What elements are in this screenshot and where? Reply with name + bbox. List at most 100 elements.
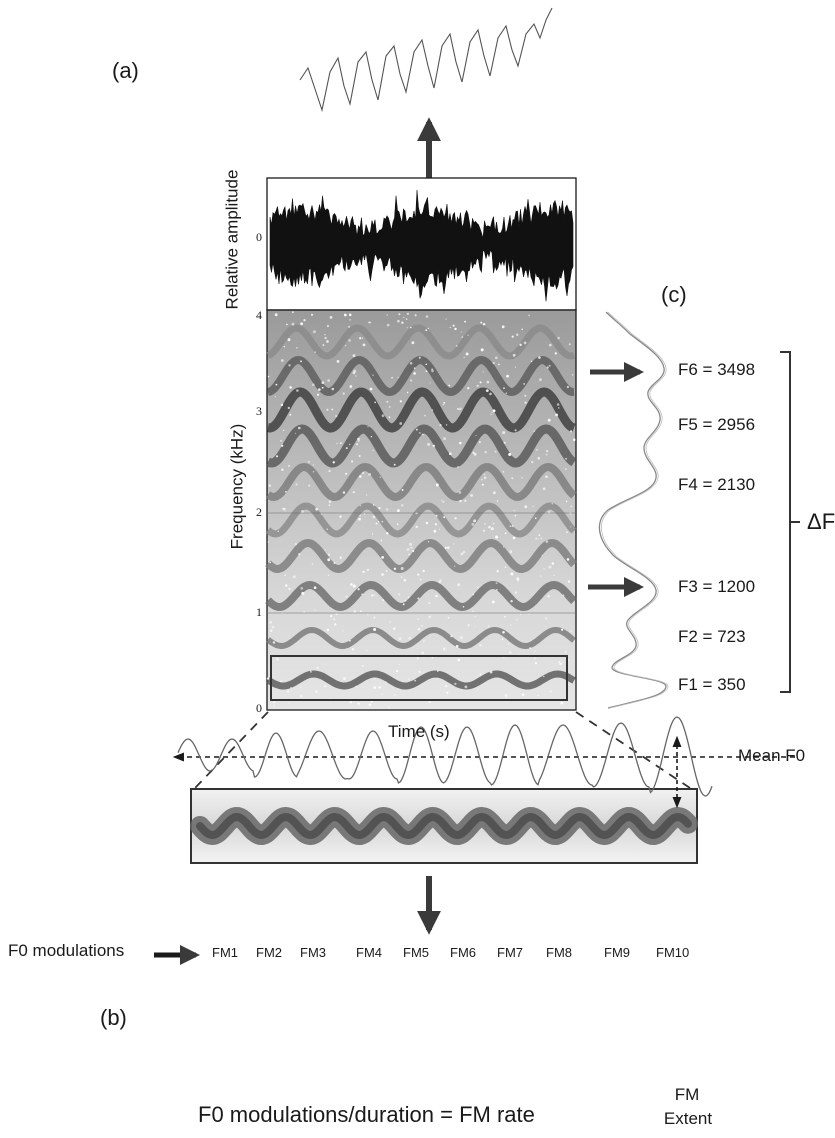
noise-speck [425, 329, 427, 331]
noise-speck [300, 360, 302, 362]
noise-speck [409, 637, 412, 640]
noise-speck [521, 329, 523, 331]
noise-speck [446, 692, 448, 694]
noise-speck [566, 531, 568, 533]
noise-speck [529, 647, 531, 649]
noise-speck [509, 651, 512, 654]
noise-speck [554, 575, 555, 576]
noise-speck [414, 367, 416, 369]
noise-speck [513, 354, 516, 357]
noise-speck [358, 518, 361, 521]
formant-f4: F4 = 2130 [678, 476, 755, 493]
noise-speck [477, 385, 479, 387]
noise-speck [362, 472, 364, 474]
noise-speck [414, 680, 416, 682]
noise-speck [505, 532, 507, 534]
noise-speck [458, 675, 459, 676]
noise-speck [453, 543, 454, 544]
noise-speck [285, 491, 287, 493]
mean-f0-label: Mean F0 [738, 747, 805, 764]
noise-speck [560, 663, 563, 666]
noise-speck [318, 388, 321, 391]
noise-speck [443, 516, 445, 518]
panel-label-b: (b) [100, 1007, 127, 1029]
noise-speck [494, 451, 496, 453]
noise-speck [281, 404, 283, 406]
noise-speck [310, 671, 312, 673]
noise-speck [398, 593, 400, 595]
noise-speck [522, 693, 525, 696]
noise-speck [558, 407, 560, 409]
noise-speck [270, 630, 272, 632]
noise-speck [290, 687, 292, 689]
noise-speck [433, 445, 435, 447]
noise-speck [328, 470, 330, 472]
noise-speck [523, 383, 525, 385]
noise-speck [504, 616, 506, 618]
noise-speck [504, 442, 506, 444]
noise-speck [408, 554, 409, 555]
noise-speck [396, 670, 398, 672]
noise-speck [405, 600, 407, 602]
noise-speck [511, 477, 513, 479]
noise-speck [410, 547, 412, 549]
noise-speck [314, 609, 315, 610]
noise-speck [370, 322, 372, 324]
noise-speck [288, 407, 290, 409]
noise-speck [515, 429, 517, 431]
noise-speck [521, 477, 523, 479]
noise-speck [288, 703, 289, 704]
noise-speck [397, 523, 399, 525]
noise-speck [371, 594, 373, 596]
noise-speck [407, 313, 409, 315]
noise-speck [348, 326, 350, 328]
noise-speck [376, 523, 378, 525]
noise-speck [328, 554, 330, 556]
zoom-line-left [195, 712, 268, 788]
noise-speck [288, 588, 290, 590]
noise-speck [326, 409, 328, 411]
noise-speck [443, 402, 445, 404]
noise-speck [481, 479, 483, 481]
noise-speck [381, 573, 384, 576]
noise-speck [372, 533, 373, 534]
noise-speck [424, 415, 426, 417]
noise-speck [313, 464, 314, 465]
noise-speck [287, 690, 289, 692]
noise-speck [445, 318, 446, 319]
fm-label-7: FM7 [497, 946, 523, 959]
noise-speck [475, 616, 477, 618]
fm-extent-line2: Extent [662, 1110, 714, 1127]
noise-speck [336, 443, 338, 445]
noise-speck [362, 571, 364, 573]
fm-label-9: FM9 [604, 946, 630, 959]
noise-speck [340, 557, 342, 559]
noise-speck [402, 489, 404, 491]
noise-speck [389, 406, 391, 408]
noise-speck [416, 429, 418, 431]
noise-speck [378, 521, 379, 522]
noise-speck [417, 597, 419, 599]
noise-speck [515, 591, 518, 594]
noise-speck [346, 596, 348, 598]
formant-f2: F2 = 723 [678, 628, 746, 645]
noise-speck [480, 674, 481, 675]
noise-speck [573, 438, 576, 441]
noise-speck [353, 585, 356, 588]
noise-speck [567, 386, 569, 388]
noise-speck [493, 362, 495, 364]
noise-speck [461, 553, 464, 556]
noise-speck [502, 631, 505, 634]
noise-speck [381, 693, 383, 695]
noise-speck [358, 440, 360, 442]
noise-speck [475, 435, 476, 436]
noise-speck [423, 640, 424, 641]
noise-speck [324, 334, 326, 336]
noise-speck [502, 638, 504, 640]
waveform-ylabel: Relative amplitude [224, 170, 241, 310]
noise-speck [328, 504, 330, 506]
noise-speck [454, 566, 455, 567]
noise-speck [517, 579, 519, 581]
noise-speck [471, 523, 474, 526]
noise-speck [496, 589, 498, 591]
